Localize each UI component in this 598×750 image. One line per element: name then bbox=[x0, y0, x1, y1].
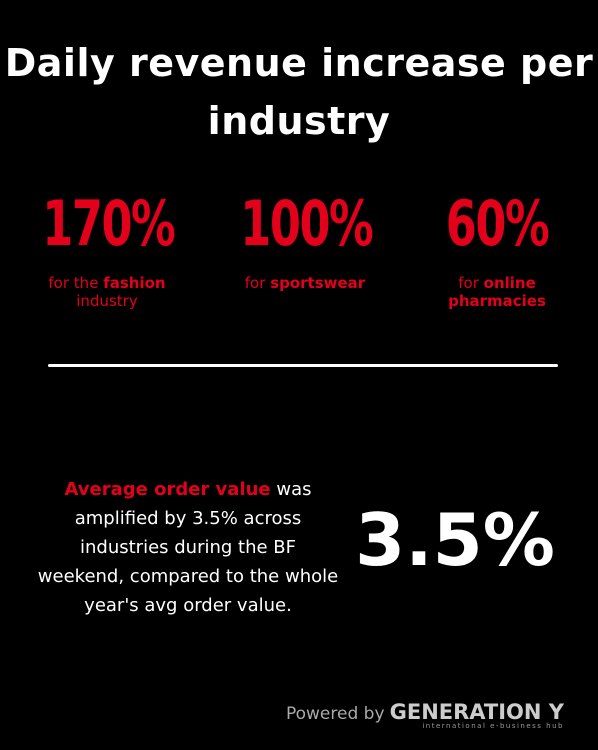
summary-text: was amplified by 3.5% across industries … bbox=[37, 479, 339, 616]
summary-highlight: Average order value bbox=[64, 479, 271, 500]
stat-bold: sportswear bbox=[270, 274, 366, 292]
tagline: international e-business hub bbox=[422, 722, 564, 730]
divider bbox=[48, 364, 558, 367]
stat-prefix: for the bbox=[48, 274, 99, 292]
stat-suffix: industry bbox=[76, 292, 138, 310]
stat-prefix: for bbox=[458, 274, 479, 292]
title: Daily revenue increase per industry bbox=[4, 41, 594, 143]
stat-description: for online pharmacies bbox=[407, 274, 587, 310]
stat-bold: fashion bbox=[103, 274, 166, 292]
stat-bold: online pharmacies bbox=[448, 274, 546, 310]
stat-description: for sportswear bbox=[215, 274, 395, 292]
stat-description: for the fashion industry bbox=[17, 274, 197, 310]
big-value: 3.5% bbox=[355, 498, 555, 582]
stat: 170% for the fashion industry bbox=[17, 186, 197, 310]
stat-value: 100% bbox=[240, 187, 374, 260]
powered-by: Powered by bbox=[285, 704, 385, 724]
footer: Powered by GENERATION Y international e-… bbox=[286, 700, 564, 730]
stat: 100% for sportswear bbox=[215, 186, 395, 292]
summary: Average order value was amplified by 3.5… bbox=[36, 475, 340, 620]
stat: 60% for online pharmacies bbox=[407, 186, 587, 310]
stat-value: 60% bbox=[445, 187, 550, 260]
brand: GENERATION Y bbox=[389, 700, 564, 724]
stat-prefix: for bbox=[244, 274, 266, 292]
stat-value: 170% bbox=[42, 187, 176, 260]
